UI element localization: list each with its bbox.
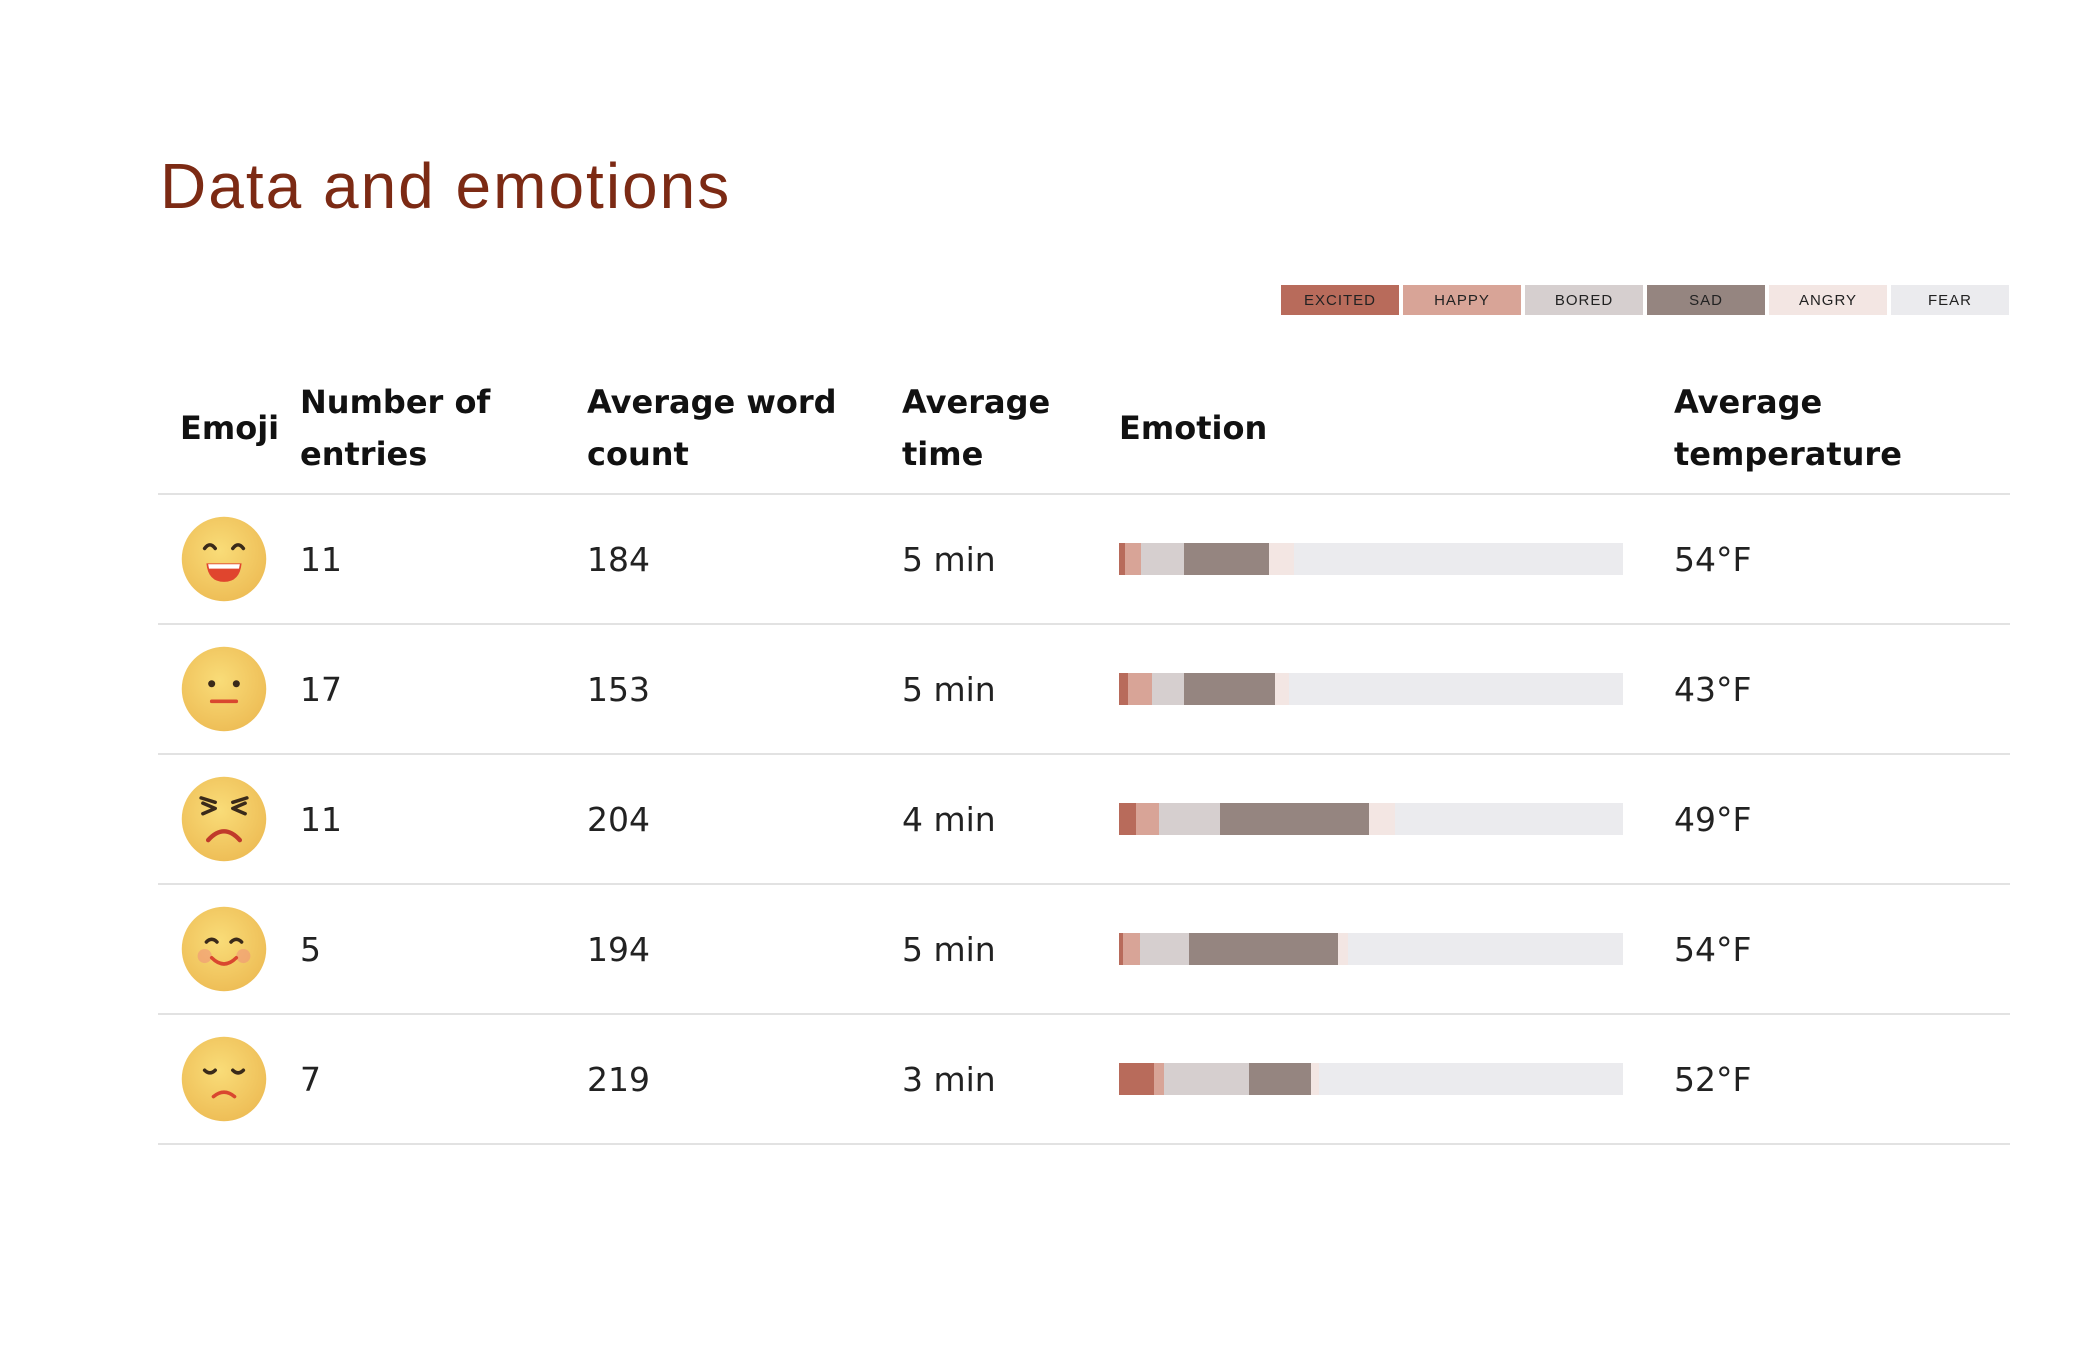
header-temperature: Average temperature xyxy=(1674,370,2010,495)
header-time: Average time xyxy=(902,370,1119,495)
emotion-segment-happy xyxy=(1125,543,1142,575)
table-row: 11 184 5 min 54°F xyxy=(158,494,2010,625)
legend-item-excited: EXCITED xyxy=(1281,285,1399,315)
emotion-bar xyxy=(1119,803,1623,835)
emotion-bar xyxy=(1119,543,1623,575)
emotion-segment-excited xyxy=(1119,933,1124,965)
table-row: 5 194 5 min 54°F xyxy=(158,884,2010,1015)
header-entries: Number of entries xyxy=(300,370,587,495)
page-title: Data and emotions xyxy=(160,150,732,222)
temperature-cell: 43°F xyxy=(1674,624,2010,755)
emotion-segment-bored xyxy=(1139,933,1190,965)
entries-cell: 11 xyxy=(300,494,587,625)
header-emotion: Emotion xyxy=(1119,370,1674,495)
emotion-segment-happy xyxy=(1136,803,1159,835)
temperature-cell: 49°F xyxy=(1674,754,2010,885)
emotion-segment-sad xyxy=(1184,673,1275,705)
header-word-count: Average word count xyxy=(587,370,902,495)
legend-item-happy: HAPPY xyxy=(1403,285,1521,315)
time-cell: 5 min xyxy=(902,884,1119,1015)
table-header-row: Emoji Number of entries Average word cou… xyxy=(158,370,2010,495)
entries-cell: 5 xyxy=(300,884,587,1015)
emotion-segment-excited xyxy=(1119,673,1128,705)
emotion-segment-angry xyxy=(1311,1063,1319,1095)
emotion-cell xyxy=(1119,624,1674,755)
legend-item-angry: ANGRY xyxy=(1769,285,1887,315)
legend-item-bored: BORED xyxy=(1525,285,1643,315)
entries-cell: 17 xyxy=(300,624,587,755)
table-row: 7 219 3 min 52°F xyxy=(158,1014,2010,1145)
emotion-cell xyxy=(1119,1014,1674,1145)
emotion-legend: EXCITED HAPPY BORED SAD ANGRY FEAR xyxy=(1281,285,2009,315)
emotion-segment-sad xyxy=(1189,933,1339,965)
word-count-cell: 184 xyxy=(587,494,902,625)
word-count-cell: 194 xyxy=(587,884,902,1015)
legend-item-fear: FEAR xyxy=(1891,285,2009,315)
emotion-segment-bored xyxy=(1164,1063,1250,1095)
emotion-segment-angry xyxy=(1274,673,1289,705)
sad-face-icon xyxy=(180,1035,268,1123)
emotion-cell xyxy=(1119,494,1674,625)
emotions-table: Emoji Number of entries Average word cou… xyxy=(158,370,2010,1145)
emotion-segment-sad xyxy=(1249,1063,1311,1095)
emotion-segment-angry xyxy=(1268,543,1294,575)
time-cell: 3 min xyxy=(902,1014,1119,1145)
laughing-face-icon xyxy=(180,515,268,603)
emotion-segment-sad xyxy=(1220,803,1370,835)
table-body: 11 184 5 min 54°F 17 153 5 min 43°F 11 204 4 min 49… xyxy=(158,494,2010,1145)
emoji-cell xyxy=(158,494,300,625)
emotion-bar xyxy=(1119,1063,1623,1095)
header-emoji: Emoji xyxy=(158,370,300,495)
emotion-segment-happy xyxy=(1127,673,1152,705)
emoji-cell xyxy=(158,884,300,1015)
emotion-segment-sad xyxy=(1184,543,1269,575)
emotion-segment-angry xyxy=(1369,803,1395,835)
emotion-segment-excited xyxy=(1119,803,1137,835)
emotion-segment-excited xyxy=(1119,543,1126,575)
emotion-bar xyxy=(1119,673,1623,705)
neutral-face-icon xyxy=(180,645,268,733)
blushing-face-icon xyxy=(180,905,268,993)
time-cell: 4 min xyxy=(902,754,1119,885)
table-row: 17 153 5 min 43°F xyxy=(158,624,2010,755)
temperature-cell: 54°F xyxy=(1674,884,2010,1015)
entries-cell: 11 xyxy=(300,754,587,885)
emotion-segment-happy xyxy=(1123,933,1140,965)
legend-item-sad: SAD xyxy=(1647,285,1765,315)
emotion-segment-bored xyxy=(1158,803,1221,835)
word-count-cell: 204 xyxy=(587,754,902,885)
emotion-bar xyxy=(1119,933,1623,965)
emotion-segment-bored xyxy=(1141,543,1184,575)
time-cell: 5 min xyxy=(902,624,1119,755)
emoji-cell xyxy=(158,624,300,755)
emotion-segment-bored xyxy=(1151,673,1184,705)
emotion-segment-angry xyxy=(1338,933,1349,965)
emotion-cell xyxy=(1119,754,1674,885)
time-cell: 5 min xyxy=(902,494,1119,625)
angry-face-icon xyxy=(180,775,268,863)
emoji-cell xyxy=(158,1014,300,1145)
emotion-cell xyxy=(1119,884,1674,1015)
table-row: 11 204 4 min 49°F xyxy=(158,754,2010,885)
temperature-cell: 54°F xyxy=(1674,494,2010,625)
entries-cell: 7 xyxy=(300,1014,587,1145)
emotion-segment-happy xyxy=(1154,1063,1165,1095)
word-count-cell: 153 xyxy=(587,624,902,755)
word-count-cell: 219 xyxy=(587,1014,902,1145)
emoji-cell xyxy=(158,754,300,885)
temperature-cell: 52°F xyxy=(1674,1014,2010,1145)
emotion-segment-excited xyxy=(1119,1063,1155,1095)
